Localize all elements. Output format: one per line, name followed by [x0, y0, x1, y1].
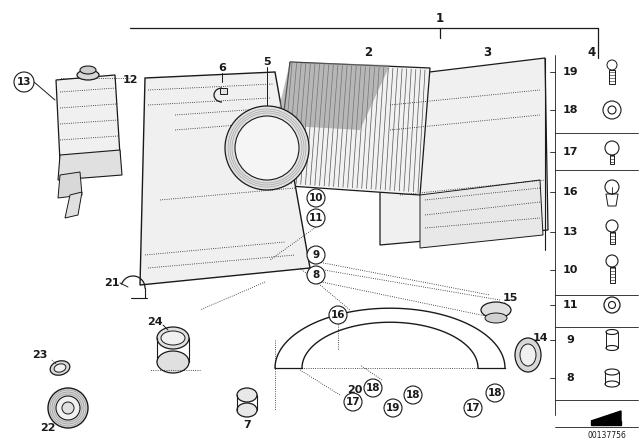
Text: 4: 4 — [588, 46, 596, 59]
Text: 15: 15 — [502, 293, 518, 303]
Ellipse shape — [520, 344, 536, 366]
Circle shape — [486, 384, 504, 402]
Circle shape — [384, 399, 402, 417]
Ellipse shape — [237, 388, 257, 402]
Circle shape — [307, 246, 325, 264]
Polygon shape — [420, 180, 543, 248]
Text: 22: 22 — [40, 423, 56, 433]
Text: 12: 12 — [122, 75, 138, 85]
Circle shape — [329, 306, 347, 324]
Ellipse shape — [157, 351, 189, 373]
Polygon shape — [591, 411, 621, 421]
Bar — [609, 70, 615, 84]
Ellipse shape — [485, 313, 507, 323]
Text: 10: 10 — [308, 193, 323, 203]
Polygon shape — [591, 421, 621, 425]
Text: 17: 17 — [563, 147, 578, 157]
Text: 8: 8 — [566, 373, 574, 383]
Polygon shape — [58, 150, 122, 180]
Ellipse shape — [157, 327, 189, 349]
Ellipse shape — [515, 338, 541, 372]
Ellipse shape — [54, 364, 66, 372]
Ellipse shape — [50, 361, 70, 375]
Circle shape — [364, 379, 382, 397]
Circle shape — [62, 402, 74, 414]
Text: 10: 10 — [563, 265, 578, 275]
Bar — [220, 88, 227, 94]
Text: 2: 2 — [364, 46, 372, 59]
Text: 19: 19 — [562, 67, 578, 77]
Text: 16: 16 — [331, 310, 345, 320]
Text: 16: 16 — [562, 187, 578, 197]
Text: 6: 6 — [218, 63, 226, 73]
Text: 9: 9 — [312, 250, 319, 260]
Ellipse shape — [237, 403, 257, 417]
Text: 18: 18 — [365, 383, 380, 393]
Circle shape — [464, 399, 482, 417]
Text: 3: 3 — [483, 46, 491, 59]
Circle shape — [48, 388, 88, 428]
Polygon shape — [58, 172, 82, 198]
Polygon shape — [56, 75, 120, 162]
Text: 1: 1 — [436, 12, 444, 25]
Text: 13: 13 — [563, 227, 578, 237]
Polygon shape — [275, 62, 390, 130]
Circle shape — [225, 106, 309, 190]
Bar — [609, 232, 614, 244]
Ellipse shape — [161, 331, 185, 345]
Text: 19: 19 — [386, 403, 400, 413]
Ellipse shape — [80, 66, 96, 74]
Text: 18: 18 — [563, 105, 578, 115]
Circle shape — [56, 396, 80, 420]
Bar — [609, 267, 614, 283]
Text: 21: 21 — [104, 278, 120, 288]
Text: 23: 23 — [32, 350, 48, 360]
Circle shape — [307, 209, 325, 227]
Text: 18: 18 — [406, 390, 420, 400]
Text: 24: 24 — [147, 317, 163, 327]
Text: 11: 11 — [308, 213, 323, 223]
Polygon shape — [380, 58, 548, 245]
Text: 00137756: 00137756 — [588, 431, 627, 439]
Text: 11: 11 — [563, 300, 578, 310]
Text: 14: 14 — [532, 333, 548, 343]
Text: 17: 17 — [466, 403, 480, 413]
Text: 20: 20 — [348, 385, 363, 395]
Circle shape — [14, 72, 34, 92]
Text: 13: 13 — [17, 77, 31, 87]
Text: 9: 9 — [566, 335, 574, 345]
Polygon shape — [140, 72, 310, 285]
Circle shape — [404, 386, 422, 404]
Bar — [610, 155, 614, 164]
Text: 18: 18 — [488, 388, 502, 398]
Polygon shape — [275, 62, 430, 195]
Circle shape — [344, 393, 362, 411]
Ellipse shape — [77, 70, 99, 80]
Text: 8: 8 — [312, 270, 319, 280]
Ellipse shape — [481, 302, 511, 318]
Circle shape — [307, 266, 325, 284]
Circle shape — [235, 116, 299, 180]
Circle shape — [307, 189, 325, 207]
Polygon shape — [65, 192, 82, 218]
Text: 5: 5 — [263, 57, 271, 67]
Text: 7: 7 — [243, 420, 251, 430]
Text: 17: 17 — [346, 397, 360, 407]
